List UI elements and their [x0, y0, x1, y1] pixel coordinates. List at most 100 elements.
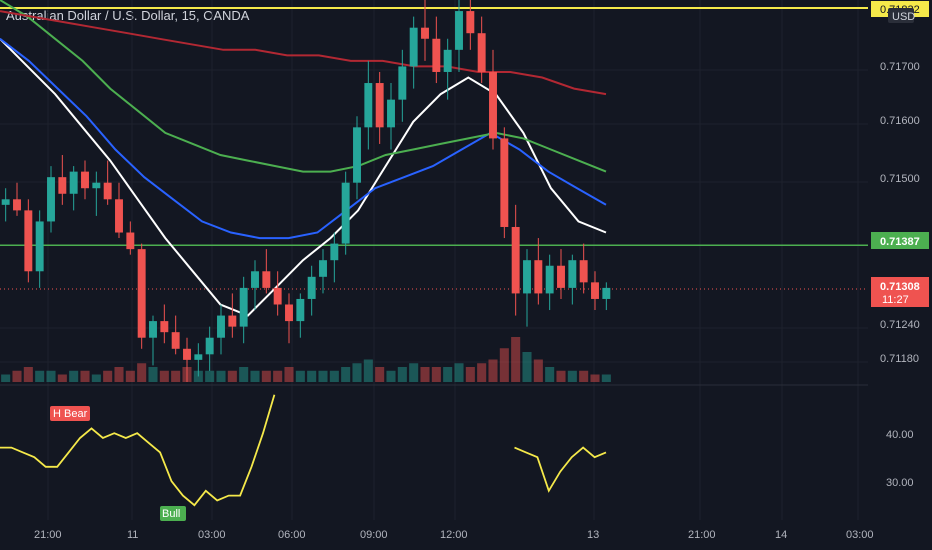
volume-bar	[556, 370, 566, 382]
candle-body	[319, 260, 327, 277]
candle-body	[137, 249, 146, 338]
moving-averages	[0, 0, 607, 317]
bear-label: H Bear	[53, 408, 88, 420]
candle-body	[523, 260, 531, 294]
volume-bar	[103, 370, 113, 382]
price-tick-5: 0.71180	[880, 353, 919, 365]
volume-bar	[443, 367, 453, 382]
candle-body	[194, 354, 203, 360]
volume-bar	[91, 374, 101, 382]
candle-body	[47, 177, 55, 222]
candle-body	[489, 71, 497, 139]
candle-body	[307, 276, 316, 299]
time-label-7: 13	[587, 529, 599, 541]
candle-body	[251, 271, 259, 288]
candle-body	[398, 66, 407, 100]
volume-bar	[454, 363, 464, 382]
price-axis[interactable]: 0.71700 0.71600 0.71500 0.71240 0.71180 …	[871, 1, 929, 489]
price-tick-4: 0.71240	[880, 319, 920, 331]
volume-bar	[57, 374, 67, 382]
volume-bar	[137, 363, 147, 382]
candle-body	[262, 271, 271, 288]
candle-body	[58, 177, 67, 194]
volume-bar	[397, 367, 407, 382]
candle-body	[602, 287, 611, 299]
candle-body	[500, 138, 509, 227]
candle-body	[35, 221, 44, 272]
candle-body	[568, 260, 577, 288]
time-label-1: 21:00	[34, 529, 62, 541]
candle-body	[228, 315, 237, 327]
candle-body	[545, 265, 554, 294]
volume-bar	[69, 370, 79, 382]
volume-bar	[12, 370, 22, 382]
current-price-tag	[871, 277, 929, 307]
candle-body	[511, 226, 520, 294]
volume-bar	[420, 367, 430, 382]
candle-body	[477, 33, 486, 72]
candle-body	[341, 182, 350, 244]
candle-body	[455, 11, 463, 50]
volume-bar	[1, 374, 11, 382]
time-axis[interactable]: 21:00 11 03:00 06:00 09:00 12:00 13 21:0…	[34, 529, 874, 541]
currency-badge[interactable]	[888, 8, 914, 23]
time-label-4: 06:00	[278, 529, 306, 541]
candle-body	[330, 243, 339, 261]
price-tick-2: 0.71600	[880, 115, 920, 127]
candle-body	[217, 315, 225, 338]
bull-label-box	[160, 506, 186, 521]
volume-bar	[375, 367, 385, 382]
time-label-9: 14	[775, 529, 787, 541]
candle-body	[285, 304, 293, 322]
osc-tick-1: 40.00	[886, 429, 914, 441]
grid-lines	[0, 0, 868, 520]
volume-bar	[477, 363, 487, 382]
support-level-value: 0.71387	[880, 236, 920, 248]
volume-bar	[284, 367, 294, 382]
candle-body	[126, 232, 135, 250]
candle-body	[1, 199, 10, 205]
volume-bar	[171, 370, 181, 382]
price-tick-3: 0.71500	[880, 173, 920, 185]
candlesticks	[1, 0, 611, 382]
candle-body	[81, 171, 89, 189]
time-label-5: 09:00	[360, 529, 388, 541]
candle-body	[103, 182, 112, 200]
volume-bar	[159, 370, 169, 382]
volume-bar	[545, 367, 555, 382]
candle-body	[183, 348, 191, 360]
volume-bar	[114, 367, 124, 382]
candle-body	[160, 321, 169, 333]
candle-body	[387, 99, 395, 128]
support-level-tag	[871, 232, 929, 249]
volume-bar	[341, 367, 351, 382]
volume-bar	[307, 370, 317, 382]
volume-bar	[601, 374, 611, 382]
volume-bar	[148, 367, 158, 382]
volume-bar	[35, 370, 45, 382]
candle-body	[149, 321, 157, 338]
bull-label: Bull	[162, 508, 180, 520]
candle-body	[273, 287, 282, 305]
candle-body	[115, 199, 123, 233]
volume-bar	[261, 370, 271, 382]
oscillator-line	[514, 446, 607, 493]
oscillator-pane	[0, 394, 607, 507]
price-tick-1: 0.71700	[880, 61, 920, 73]
candle-body	[24, 210, 33, 272]
candle-body	[534, 260, 543, 294]
volume-bar	[363, 359, 373, 382]
currency-label: USD	[892, 11, 915, 23]
volume-bar	[533, 359, 543, 382]
oscillator-line	[0, 394, 276, 507]
volume-bar	[329, 370, 339, 382]
volume-bar	[250, 370, 260, 382]
current-price-value: 0.71308	[880, 281, 920, 293]
volume-bar	[488, 359, 498, 382]
volume-bar	[273, 370, 283, 382]
candle-body	[421, 27, 429, 39]
volume-bar	[46, 370, 56, 382]
volume-bar	[318, 370, 328, 382]
volume-bar	[352, 363, 362, 382]
